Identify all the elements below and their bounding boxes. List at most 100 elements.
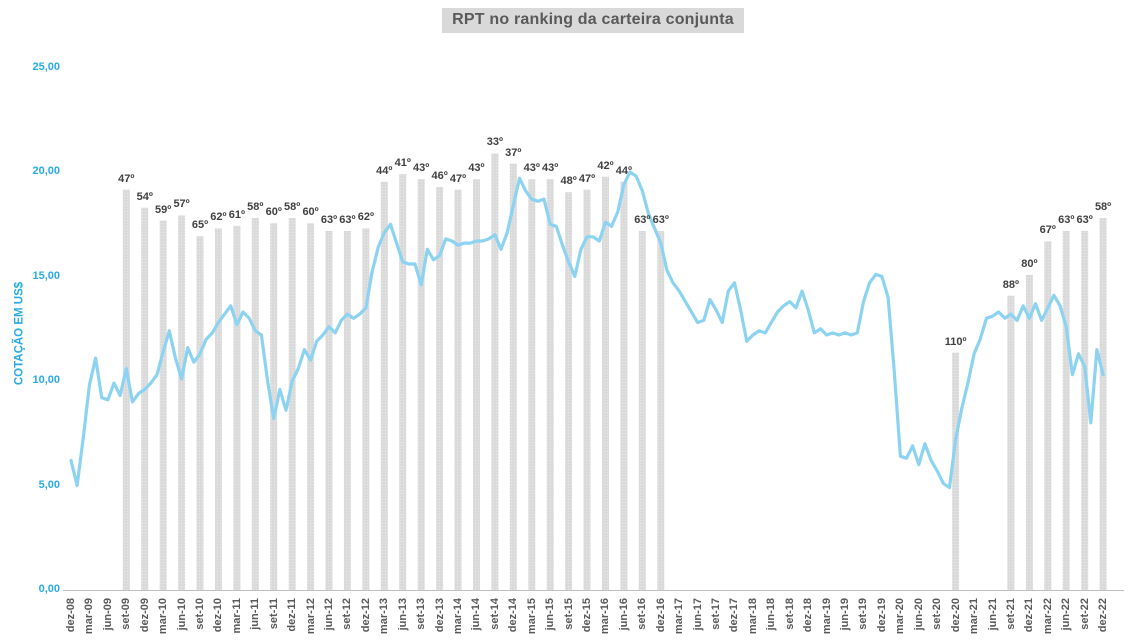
ranking-bar-label: 57º	[173, 198, 190, 211]
ranking-bar	[399, 174, 407, 590]
x-tick-label: mar-12	[304, 598, 317, 635]
x-tick-label: jun-11	[249, 598, 262, 630]
x-tick-label: jun-13	[396, 598, 409, 631]
x-tick-label: jun-09	[101, 598, 114, 631]
ranking-bar-label: 67º	[1039, 224, 1056, 237]
ranking-bar-label: 47º	[449, 172, 467, 185]
ranking-bar	[952, 352, 960, 590]
x-tick-label: jun-14	[470, 598, 483, 631]
x-tick-label: set-22	[1078, 598, 1091, 630]
x-tick-label: dez-08	[65, 598, 77, 633]
ranking-bar-label: 61º	[228, 208, 245, 221]
ranking-bar	[362, 228, 370, 590]
ranking-bar	[1044, 241, 1052, 591]
x-tick-label: mar-21	[968, 598, 981, 635]
ranking-bar	[1081, 231, 1089, 590]
y-tick-label: 10,00	[32, 374, 60, 386]
ranking-bar	[602, 176, 609, 590]
ranking-bar-label: 43º	[542, 162, 559, 175]
x-tick-label: set-10	[194, 598, 206, 630]
x-tick-label: dez-12	[359, 598, 372, 633]
ranking-bar-label: 65º	[191, 219, 209, 232]
price-line-series	[69, 170, 1105, 490]
x-tick-label: mar-18	[746, 598, 759, 635]
ranking-bar-label: 63º	[1058, 213, 1075, 226]
ranking-bar-label: 63º	[652, 213, 669, 226]
ranking-bar	[141, 207, 149, 590]
x-tick-label: mar-11	[230, 598, 243, 634]
x-tick-label: jun-15	[544, 598, 557, 631]
ranking-bar-label: 47º	[118, 172, 135, 185]
x-tick-label: jun-10	[175, 598, 188, 631]
ranking-bar	[178, 215, 186, 590]
ranking-bar-label: 58º	[284, 201, 301, 214]
ranking-bar-label: 37º	[505, 146, 522, 159]
ranking-bar-label: 47º	[578, 172, 596, 185]
x-tick-label: dez-11	[286, 598, 299, 632]
ranking-bar	[1007, 295, 1015, 590]
x-tick-label: mar-13	[378, 598, 391, 635]
ranking-bar	[1025, 275, 1033, 590]
x-tick-label: dez-14	[507, 598, 520, 633]
ranking-bar	[1099, 218, 1107, 590]
ranking-bar-label: 58º	[1094, 201, 1112, 214]
x-tick-label: jun-12	[323, 598, 336, 631]
x-tick-label: dez-18	[802, 598, 815, 633]
ranking-bar	[214, 228, 222, 590]
ranking-bar	[436, 187, 444, 590]
x-tick-label: set-12	[341, 598, 354, 630]
ranking-bar	[307, 223, 315, 590]
x-tick-label: set-14	[488, 598, 501, 630]
x-tick-label: set-20	[931, 598, 944, 630]
ranking-bar-label: 54º	[136, 190, 153, 203]
x-tick-label: dez-16	[654, 598, 667, 633]
x-tick-label: mar-22	[1041, 598, 1054, 635]
x-tick-label: mar-10	[157, 598, 170, 635]
x-tick-label: set-16	[636, 598, 649, 630]
ranking-bar	[159, 220, 167, 590]
ranking-bar	[270, 223, 278, 590]
ranking-bar	[583, 189, 591, 590]
ranking-bar-label: 43º	[468, 162, 485, 175]
ranking-bar	[325, 231, 333, 590]
x-tick-label: set-17	[710, 598, 723, 630]
ranking-bar-label: 58º	[247, 201, 264, 214]
y-tick-label: 15,00	[32, 269, 60, 282]
x-tick-label: mar-14	[452, 598, 465, 635]
ranking-bar-label: 63º	[320, 213, 338, 226]
ranking-bar	[657, 231, 665, 590]
x-tick-label: jun-21	[986, 598, 999, 631]
x-tick-label: jun-19	[839, 598, 852, 631]
y-tick-label: 20,00	[32, 165, 60, 177]
ranking-bar	[528, 179, 536, 590]
ranking-bar-label: 48º	[560, 175, 577, 188]
x-tick-label: dez-20	[949, 598, 962, 633]
ranking-bar	[122, 189, 130, 590]
x-tick-label: mar-20	[894, 598, 907, 635]
ranking-bar	[233, 225, 241, 591]
x-tick-label: dez-19	[875, 598, 888, 633]
ranking-bar-label: 60º	[302, 206, 319, 219]
ranking-bar	[546, 179, 554, 590]
ranking-bar-label: 62º	[357, 211, 374, 224]
x-tick-label: mar-16	[599, 598, 612, 635]
ranking-bar-label: 43º	[413, 162, 430, 175]
ranking-bar	[251, 218, 259, 590]
x-tick-label: dez-22	[1097, 598, 1110, 633]
x-tick-label: set-21	[1004, 598, 1017, 630]
chart-title: RPT no ranking da carteira conjunta	[442, 8, 744, 33]
x-tick-label: jun-18	[765, 598, 778, 631]
x-tick-label: mar-17	[673, 598, 686, 635]
x-tick-label: dez-21	[1023, 598, 1036, 633]
ranking-bar	[196, 236, 204, 590]
ranking-bar-label: 62º	[210, 211, 227, 224]
x-tick-label: dez-10	[212, 598, 225, 633]
x-tick-label: dez-15	[581, 598, 594, 633]
ranking-bar	[509, 163, 517, 590]
ranking-bar-label: 59º	[155, 203, 172, 216]
ranking-bar-label: 110º	[944, 335, 967, 348]
ranking-bar-label: 44º	[615, 164, 633, 177]
ranking-bar-label: 46º	[431, 170, 448, 182]
title-row: RPT no ranking da carteira conjunta	[50, 8, 1136, 33]
